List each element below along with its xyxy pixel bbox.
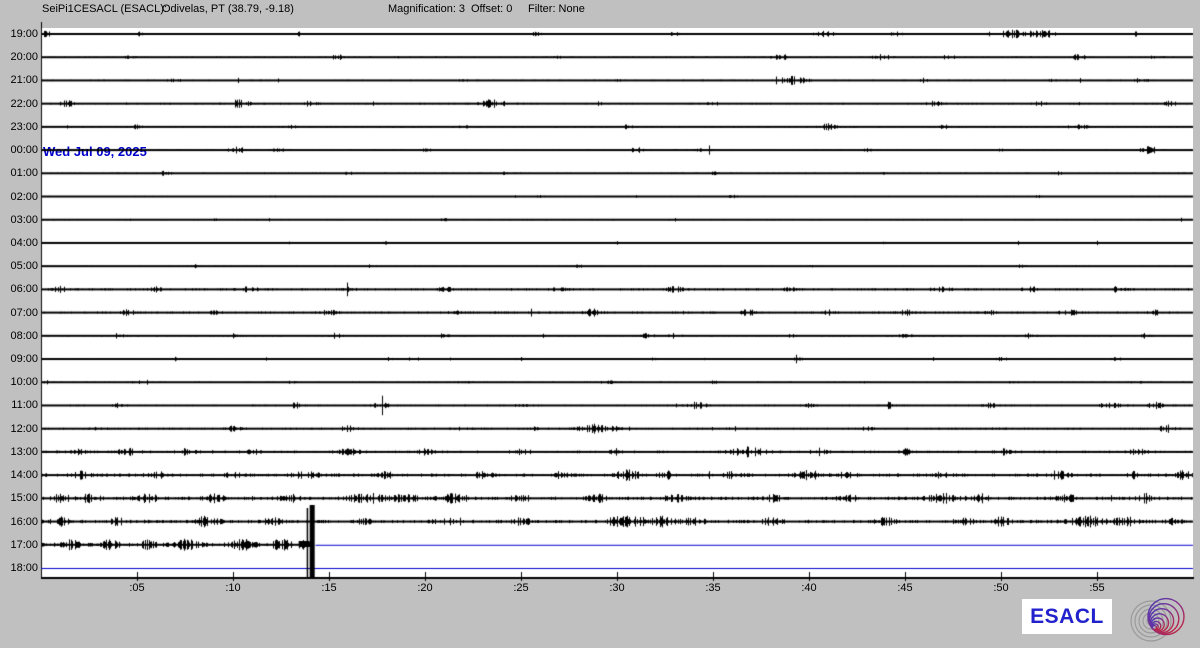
minute-label: :45 [897,582,913,594]
filter-label: Filter: None [528,3,585,15]
minute-label: :55 [1089,582,1105,594]
hour-label: 09:00 [10,353,38,366]
magnification-label: Magnification: 3 [388,3,466,15]
station-label: SeiPi1CESACL (ESACL): [42,3,167,15]
minute-label: :50 [993,582,1009,594]
hour-label: 08:00 [10,329,38,342]
date-label: Wed Jul 09, 2025 [43,144,147,159]
hour-label: 02:00 [10,190,38,203]
minute-label: :20 [417,582,433,594]
hour-label: 11:00 [11,399,38,412]
offset-label: Offset: 0 [471,3,513,15]
hour-label: 10:00 [10,376,38,389]
minute-label: :35 [705,582,721,594]
hour-label: 03:00 [10,213,38,226]
esacl-wordmark-box: ESACL [1022,599,1112,634]
hour-label: 12:00 [10,422,38,435]
minute-label: :30 [609,582,625,594]
hour-label: 00:00 [10,144,38,157]
hour-label: 05:00 [10,260,38,273]
minute-label: :05 [129,582,145,594]
hour-label: 20:00 [10,51,38,64]
hour-label: 01:00 [10,167,38,180]
minute-label: :25 [513,582,529,594]
hour-label: 17:00 [10,538,38,551]
hour-label: 07:00 [10,306,38,319]
hour-label: 16:00 [10,515,38,528]
plot-area [41,28,1193,578]
hour-label: 14:00 [10,469,38,482]
hour-label: 19:00 [10,28,38,40]
station-location-label: Odivelas, PT (38.79, -9.18) [162,3,294,15]
esacl-spiral-logo-icon [1130,597,1185,642]
minute-label: :15 [321,582,337,594]
hour-label: 06:00 [10,283,38,296]
hour-label: 15:00 [10,492,38,505]
hour-label: 04:00 [10,236,38,249]
hour-label: 23:00 [10,120,38,133]
minute-label: :40 [801,582,817,594]
hour-label: 21:00 [10,74,38,87]
hour-label: 18:00 [10,561,38,574]
minute-label: :10 [225,582,241,594]
hour-label: 22:00 [10,97,38,110]
esacl-wordmark: ESACL [1030,604,1104,628]
hour-label: 13:00 [10,445,38,458]
